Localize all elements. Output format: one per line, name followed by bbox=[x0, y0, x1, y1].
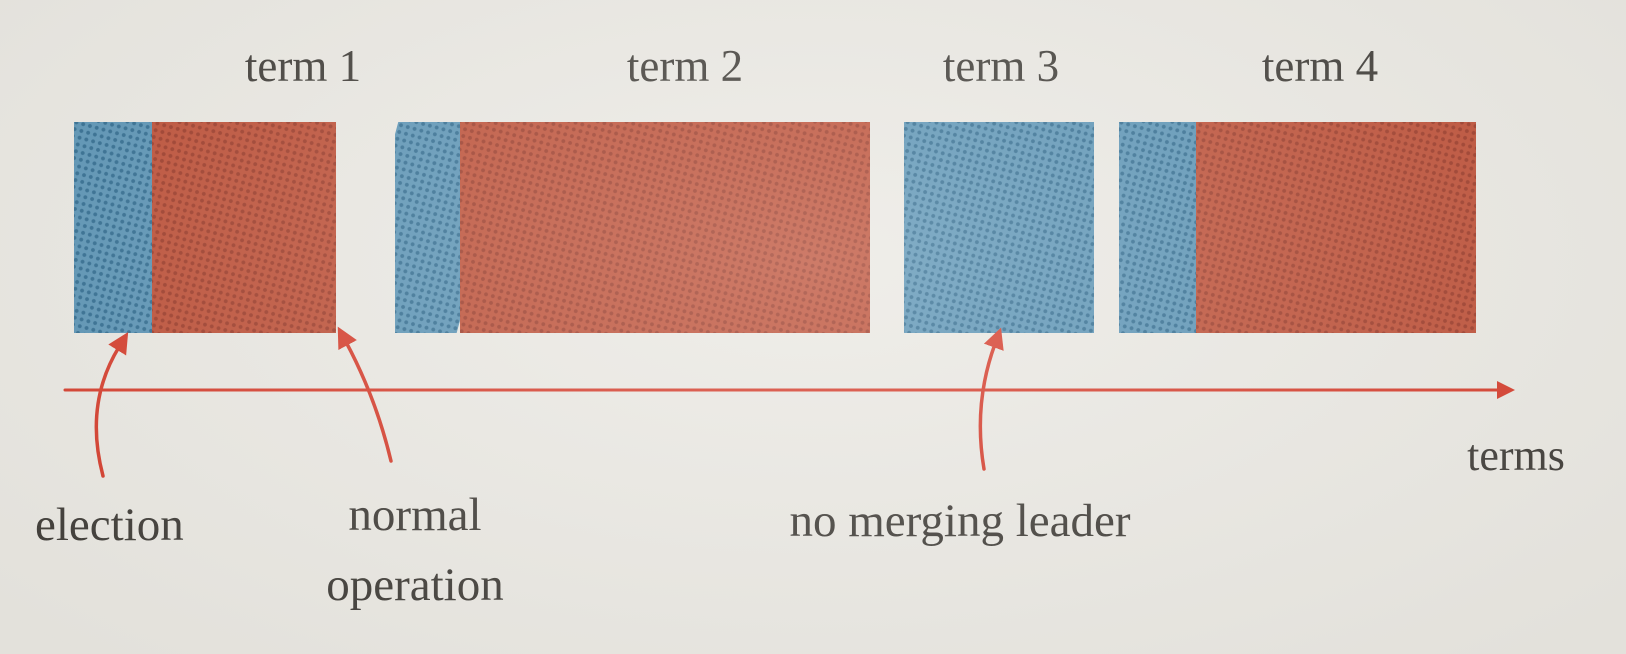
normal-operation-label: normal operation bbox=[326, 480, 504, 620]
normal-segment bbox=[1196, 122, 1476, 333]
election-arrow bbox=[94, 332, 129, 478]
normal-segment bbox=[460, 122, 870, 333]
normal-operation-label-line1: normal bbox=[348, 489, 482, 541]
election-segment bbox=[395, 122, 460, 333]
term-bar-2 bbox=[395, 122, 870, 333]
term-bar-3 bbox=[904, 122, 1094, 333]
no-merging-leader-label: no merging leader bbox=[789, 495, 1131, 547]
term-label-2: term 2 bbox=[626, 41, 744, 91]
election-segment bbox=[1119, 122, 1196, 333]
term-label-3: term 3 bbox=[942, 41, 1060, 91]
term-bar-1 bbox=[74, 122, 336, 333]
term-label-1: term 1 bbox=[244, 41, 362, 91]
normal-operation-label-line2: operation bbox=[326, 559, 504, 611]
normal-segment bbox=[152, 122, 336, 333]
term-label-4: term 4 bbox=[1261, 41, 1379, 91]
term-bar-4 bbox=[1119, 122, 1476, 333]
no-merging-leader-arrow bbox=[978, 327, 1004, 471]
normal-operation-arrow bbox=[337, 326, 393, 463]
election-label: election bbox=[35, 499, 184, 551]
election-segment bbox=[904, 122, 1094, 333]
terms-axis-label: terms bbox=[1467, 431, 1565, 480]
election-segment bbox=[74, 122, 152, 333]
